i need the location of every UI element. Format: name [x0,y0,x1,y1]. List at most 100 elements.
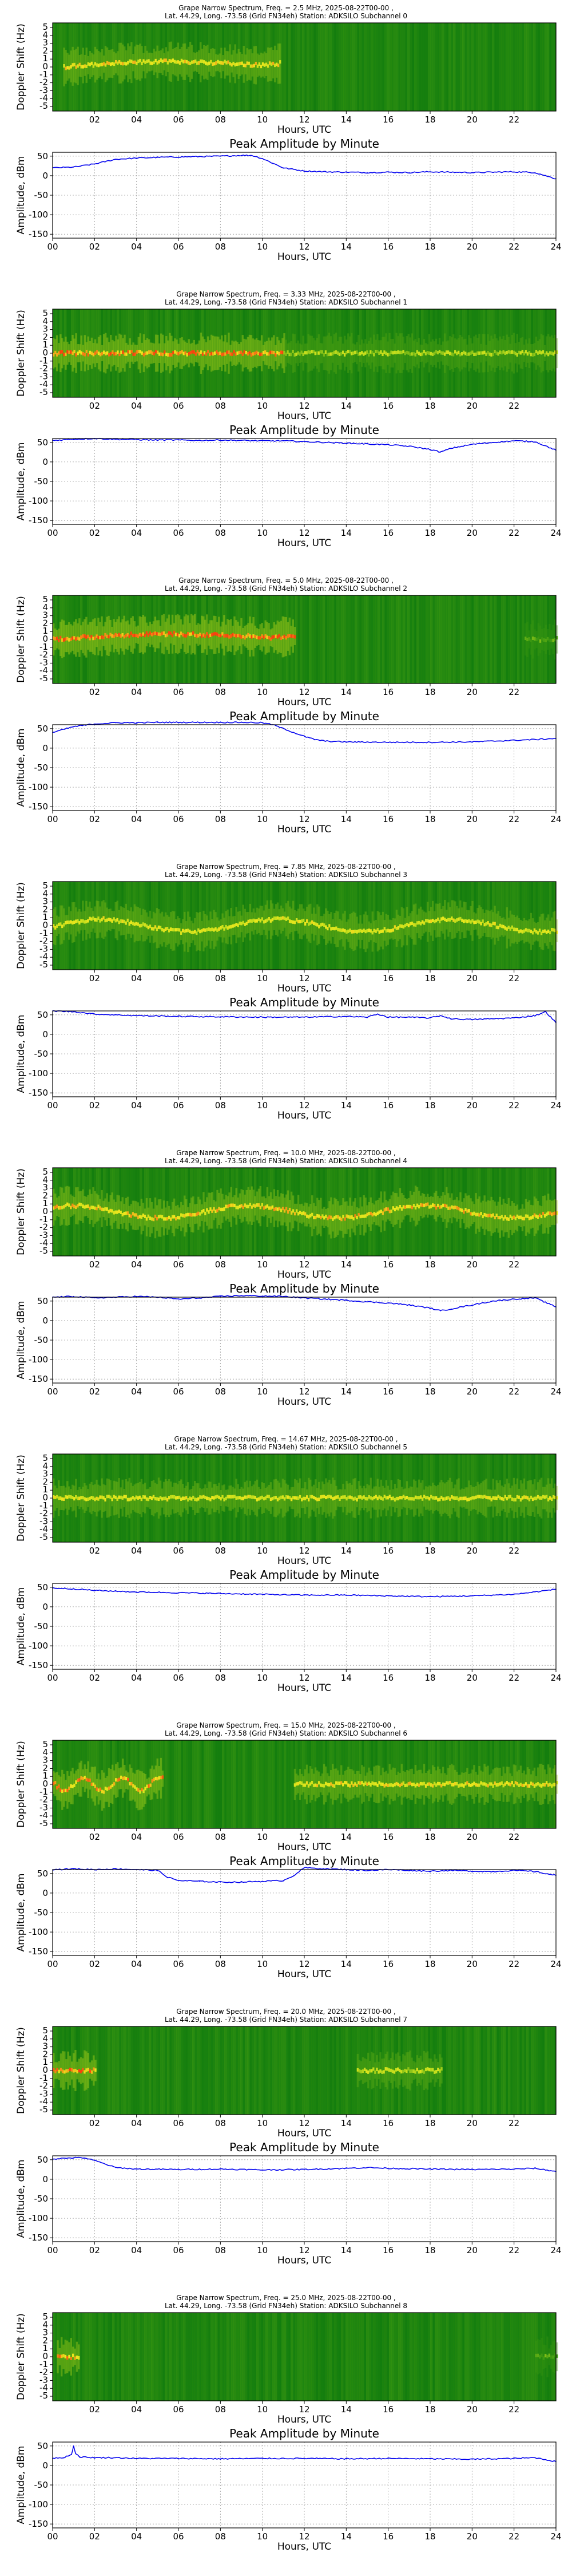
signal-core [459,1496,462,1500]
spectrogram-stripe [185,595,188,683]
signal-band [63,41,281,86]
signal-core [248,61,251,65]
signal-core [97,916,100,920]
signal-core [146,60,148,64]
spectrogram-stripe [80,882,83,970]
amplitude-data-point [73,1011,74,1013]
spectrogram-stripe [359,595,362,683]
signal-core [173,630,176,634]
amplitude-data-point [198,440,200,441]
spectrogram-stripe [362,23,364,111]
spectrogram-stripe [224,595,227,683]
spectrogram-stripe [206,1168,209,1256]
spectrogram-stripe [359,882,362,970]
signal-core [247,1204,249,1208]
signal-core [109,62,112,66]
spectrogram-stripe [288,1168,291,1256]
signal-core [211,927,213,931]
spectrogram-stripe [185,882,188,970]
spectrogram-stripe [371,595,374,683]
spectrogram-stripe [87,882,90,970]
spectrogram-stripe [291,882,293,970]
amplitude-data-point [272,163,273,164]
spectrogram-stripe [471,595,474,683]
signal-core [89,62,92,66]
signal-core [233,350,235,354]
spectrogram-stripe [89,23,92,111]
spectrogram-stripe [453,1168,456,1256]
signal-core [90,917,93,921]
spectrogram-stripe [256,1168,259,1256]
signal-core [283,351,285,355]
spectrogram-stripe [178,1168,181,1256]
spectrogram-stripe [442,1168,444,1256]
signal-core [148,59,150,63]
signal-core [375,1212,377,1216]
signal-core [333,1496,336,1500]
spectrogram-stripe [503,23,506,111]
spectrogram-stripe [339,595,341,683]
signal-core [347,1215,349,1219]
signal-core [178,634,181,638]
spectrogram-stripe [236,1168,239,1256]
signal-core [518,930,521,934]
amplitude-x-label: Hours, UTC [277,824,331,835]
signal-core [288,1496,291,1500]
signal-core [336,351,339,355]
signal-core [73,62,76,66]
signal-core [210,60,212,64]
spectrogram-stripe [455,595,458,683]
signal-core [409,1497,412,1501]
signal-core [504,351,506,355]
signal-core [421,1203,424,1207]
signal-core [311,1212,313,1216]
signal-core [293,635,296,639]
signal-core [364,1496,367,1500]
signal-core [339,1498,341,1502]
signal-core [556,1211,558,1215]
spectrogram-stripe [149,1168,152,1256]
signal-core [366,929,368,933]
signal-core [150,1496,153,1500]
y-tick-label: -150 [29,801,48,812]
signal-core [276,916,279,920]
signal-core [526,1214,529,1218]
spectrogram-stripe [437,1168,440,1256]
signal-core [227,1495,229,1499]
x-tick-label: 02 [89,687,100,697]
spectrogram-stripe [293,595,296,683]
spectrogram-stripe [259,23,261,111]
signal-core [206,350,209,354]
spectrogram-stripe [256,882,259,970]
spectrogram-stripe [270,23,273,111]
signal-core [111,62,114,66]
spectrogram-stripe [217,23,220,111]
signal-core [89,350,92,354]
spectrogram-stripe [121,882,124,970]
signal-core [525,1495,527,1499]
signal-core [245,350,248,354]
spectrogram-stripe [272,882,275,970]
y-tick-label: -1 [39,928,48,938]
spectrogram-stripe [252,1168,255,1256]
spectrogram-stripe [206,882,209,970]
signal-core [228,635,231,639]
spectrogram-stripe [275,882,277,970]
signal-core [173,1215,176,1219]
signal-core [114,1210,117,1214]
spectrogram-stripe [215,595,218,683]
spectrogram-stripe [69,1168,72,1256]
signal-core [550,927,553,931]
spectrogram-stripe [535,882,538,970]
spectrogram-stripe [494,1168,497,1256]
signal-core [271,1496,274,1500]
spectrogram-stripe [329,882,332,970]
y-tick-label: 1 [42,1198,48,1208]
spectrogram-stripe [112,882,115,970]
amplitude-data-point [157,439,158,441]
y-tick-label: 4 [42,316,48,326]
signal-core [261,1495,264,1499]
signal-core [200,59,202,63]
spectrogram-stripe [400,595,403,683]
signal-core [137,1496,140,1500]
